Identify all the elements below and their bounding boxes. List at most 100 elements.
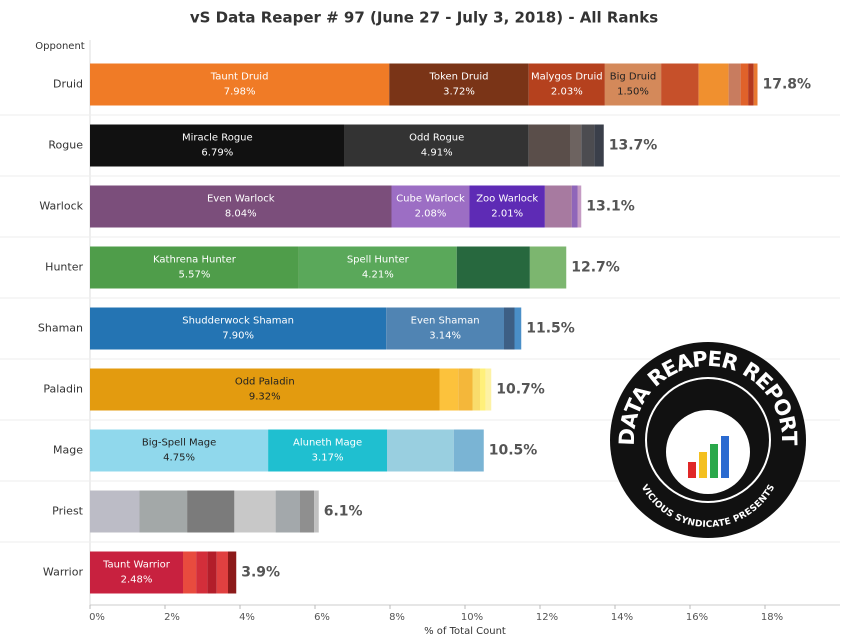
bar-segment [604,63,662,106]
bar-segment [472,368,480,411]
segment-name: Big Druid [610,72,656,83]
bar-segment [571,185,578,228]
bar-segment [728,63,741,106]
total-label: 3.9% [241,565,280,581]
logo: DATA REAPER REPORT VICIOUS SYNDICATE PRE… [610,342,806,538]
bar-segment [314,490,319,533]
total-label: 10.5% [489,443,538,459]
segment-value-label: 2.01% [491,209,523,220]
segment-value-label: 9.32% [249,392,281,403]
segment-name: Aluneth Mage [293,438,362,449]
x-tick-label: 12% [536,612,558,623]
bar-segment [228,551,237,594]
bar-segment [298,246,457,289]
bar-segment [529,246,567,289]
bar-segment [661,63,699,106]
total-label: 13.7% [609,138,658,154]
total-label: 6.1% [324,504,363,520]
bar-segment [90,429,269,472]
segment-value-label: 3.14% [429,331,461,342]
bar-segment [90,124,345,167]
x-tick-label: 10% [461,612,483,623]
bar-segment [234,490,276,533]
total-label: 10.7% [496,382,545,398]
x-tick-label: 2% [164,612,180,623]
x-tick-label: 14% [611,612,633,623]
segment-name: Odd Paladin [235,377,295,388]
logo-icon [710,444,718,478]
chart-title: vS Data Reaper # 97 (June 27 - July 3, 2… [190,9,658,27]
segment-value-label: 1.50% [617,87,649,98]
bar-segment [344,124,529,167]
bar-segment [456,246,530,289]
bar-segment [389,63,529,106]
bar-segment [698,63,729,106]
total-label: 13.1% [586,199,635,215]
segment-value-label: 6.79% [201,148,233,159]
segment-value-label: 3.72% [443,87,475,98]
bar-segment [216,551,228,594]
segment-name: Miracle Rogue [182,133,253,144]
segment-value-label: 4.21% [362,270,394,281]
bar-segment [528,124,570,167]
x-tick-label: 8% [389,612,405,623]
bar-segment [453,429,484,472]
x-tick-label: 18% [761,612,783,623]
segment-name: Even Warlock [207,194,275,205]
bar-segment [139,490,188,533]
x-tick-label: 0% [89,612,105,623]
y-tick-label: Hunter [45,261,83,274]
x-tick-label: 6% [314,612,330,623]
bar-segment [90,490,140,533]
segment-name: Big-Spell Mage [142,438,216,449]
total-label: 12.7% [571,260,620,276]
segment-value-label: 7.98% [224,87,256,98]
bar-segment [504,307,515,350]
bar-segment [90,368,440,411]
bar-segment [90,246,299,289]
segment-value-label: 2.08% [415,209,447,220]
segment-name: Kathrena Hunter [153,255,237,266]
bar-segment [268,429,387,472]
bar-segment [391,185,470,228]
y-tick-label: Shaman [38,322,83,335]
bar-segment [90,185,392,228]
bar-segment [528,63,605,106]
segment-name: Taunt Warrior [102,560,171,571]
bar-segment [514,307,522,350]
segment-value-label: 2.03% [551,87,583,98]
total-label: 11.5% [526,321,575,337]
bar-segment [90,63,390,106]
bar-segment [458,368,473,411]
bar-segment [90,307,387,350]
bar-segment [570,124,582,167]
bar-segment [748,63,754,106]
logo-ring [645,377,771,503]
bar-segment [300,490,315,533]
bar-segment [485,368,492,411]
segment-value-label: 3.17% [312,453,344,464]
y-tick-label: Druid [53,78,83,91]
bar-segment [480,368,486,411]
y-tick-label: Warlock [39,200,83,213]
segment-name: Spell Hunter [347,255,410,266]
x-axis-title: % of Total Count [424,626,506,637]
y-tick-label: Mage [53,444,83,457]
logo-icon [721,436,729,478]
y-tick-label: Priest [52,505,84,518]
y-axis-title: Opponent [35,41,85,52]
y-tick-label: Rogue [48,139,83,152]
bar-segment [581,124,595,167]
bar-segment [187,490,235,533]
segment-value-label: 5.57% [179,270,211,281]
bar-segment [196,551,208,594]
segment-value-label: 2.48% [121,575,153,586]
y-tick-label: Warrior [43,566,84,579]
x-tick-label: 16% [686,612,708,623]
segment-value-label: 4.75% [163,453,195,464]
segment-value-label: 7.90% [222,331,254,342]
logo-icon [699,452,707,478]
total-label: 17.8% [763,77,812,93]
segment-name: Odd Rogue [409,133,464,144]
